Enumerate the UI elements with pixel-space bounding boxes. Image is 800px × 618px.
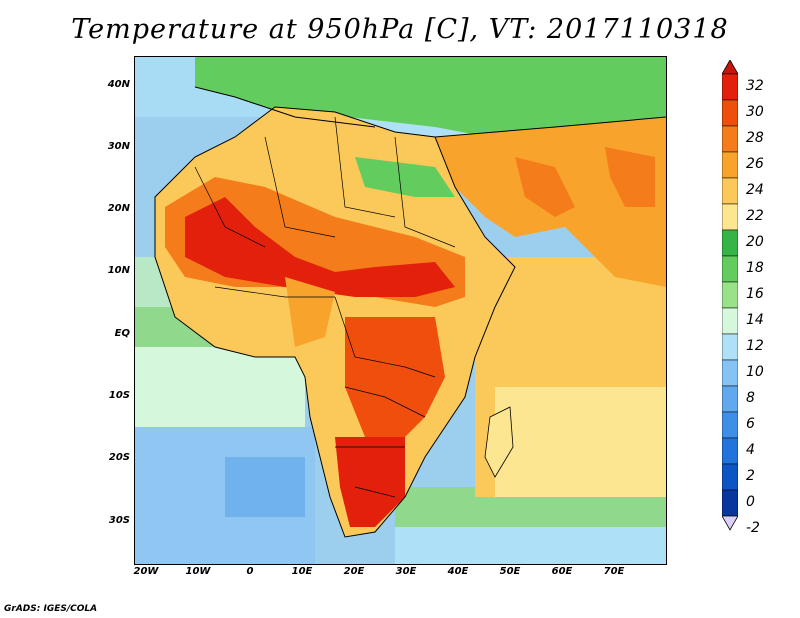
ocean-band-far-south xyxy=(395,527,666,564)
lat-tick-label: 10S xyxy=(108,390,130,401)
colorbar-segment xyxy=(722,385,738,413)
colorbar-level-label: -2 xyxy=(746,520,760,536)
colorbar xyxy=(722,60,738,531)
lon-tick-label: 70E xyxy=(603,566,625,577)
europe-coastline xyxy=(194,86,376,128)
lon-tick-label: 30E xyxy=(395,566,417,577)
colorbar-segment xyxy=(722,125,738,153)
colorbar-segment xyxy=(722,411,738,439)
credit-text: GrADS: IGES/COLA xyxy=(4,604,98,614)
colorbar-segment xyxy=(722,255,738,283)
colorbar-segment xyxy=(722,281,738,309)
lat-tick-label: 10N xyxy=(107,265,130,276)
colorbar-level-label: 10 xyxy=(746,364,764,380)
lat-tick-label: 20S xyxy=(108,452,130,463)
temperature-map xyxy=(134,56,667,565)
colorbar-level-label: 0 xyxy=(746,494,755,510)
lat-tick-label: 40N xyxy=(107,79,130,90)
colorbar-level-label: 8 xyxy=(746,390,755,406)
west-central-africa xyxy=(285,277,335,347)
colorbar-segment xyxy=(722,229,738,257)
lat-tick-label: EQ xyxy=(114,328,130,339)
europe-region xyxy=(195,57,666,147)
colorbar-level-label: 14 xyxy=(746,312,764,328)
colorbar-level-label: 28 xyxy=(746,130,764,146)
map-title: Temperature at 950hPa [C], VT: 201711031… xyxy=(71,14,729,45)
asia-coastline xyxy=(434,116,666,138)
colorbar-level-label: 18 xyxy=(746,260,764,276)
colorbar-segment xyxy=(722,151,738,179)
colorbar-segment xyxy=(722,359,738,387)
colorbar-segment xyxy=(722,489,738,517)
colorbar-segment xyxy=(722,99,738,127)
lat-tick-label: 20N xyxy=(107,203,130,214)
southern-africa-hot xyxy=(335,437,405,527)
colorbar-level-label: 30 xyxy=(746,104,764,120)
colorbar-segment xyxy=(722,203,738,231)
lon-tick-label: 0 xyxy=(246,566,254,577)
colorbar-level-label: 32 xyxy=(746,78,764,94)
indian-ocean-mild xyxy=(495,387,666,497)
colorbar-level-label: 2 xyxy=(746,468,755,484)
colorbar-segment xyxy=(722,463,738,491)
colorbar-level-label: 4 xyxy=(746,442,755,458)
sahel-hot-band xyxy=(185,197,455,297)
egypt-cool xyxy=(355,157,455,197)
lon-tick-label: 60E xyxy=(551,566,573,577)
india-hot xyxy=(605,147,655,207)
colorbar-segment xyxy=(722,177,738,205)
colorbar-segment xyxy=(722,307,738,335)
colorbar-level-label: 26 xyxy=(746,156,764,172)
colorbar-level-label: 20 xyxy=(746,234,764,250)
lat-tick-label: 30N xyxy=(107,141,130,152)
colorbar-level-label: 24 xyxy=(746,182,764,198)
arabia-hot xyxy=(515,157,575,217)
colorbar-top-arrow xyxy=(722,60,738,75)
colorbar-level-label: 12 xyxy=(746,338,764,354)
lon-tick-label: 20E xyxy=(343,566,365,577)
lon-tick-label: 10W xyxy=(185,566,211,577)
lon-tick-label: 10E xyxy=(291,566,313,577)
colorbar-bottom-arrow xyxy=(722,515,738,531)
colorbar-level-label: 6 xyxy=(746,416,755,432)
colorbar-level-label: 16 xyxy=(746,286,764,302)
colorbar-segment xyxy=(722,73,738,101)
country-borders xyxy=(194,116,456,498)
lon-tick-label: 40E xyxy=(447,566,469,577)
africa-coastline xyxy=(154,106,516,538)
lon-tick-label: 50E xyxy=(499,566,521,577)
colorbar-segment xyxy=(722,333,738,361)
ocean-band-south-atlantic xyxy=(135,347,305,427)
lat-tick-label: 30S xyxy=(108,515,130,526)
ocean-cold-patch xyxy=(225,457,305,517)
colorbar-segment xyxy=(722,437,738,465)
madagascar xyxy=(484,406,514,478)
lon-tick-label: 20W xyxy=(133,566,159,577)
colorbar-level-label: 22 xyxy=(746,208,764,224)
map-canvas xyxy=(135,57,666,564)
